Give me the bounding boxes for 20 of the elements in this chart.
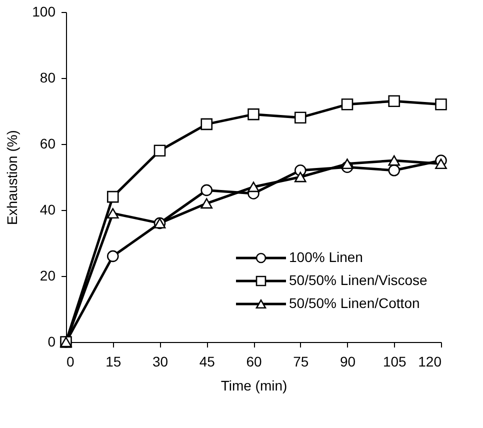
x-tick-label: 60 (246, 354, 262, 370)
y-tick-label: 20 (40, 268, 56, 284)
x-tick-label: 30 (152, 354, 168, 370)
x-tick-label: 105 (382, 354, 407, 370)
x-tick-label: 90 (340, 354, 356, 370)
x-tick-label: 15 (106, 354, 122, 370)
legend-label: 100% Linen (289, 249, 363, 265)
x-axis-title: Time (min) (220, 378, 288, 394)
y-tick-label: 80 (40, 70, 56, 86)
legend-label: 50/50% Linen/Cotton (289, 295, 420, 311)
x-tick-label: 45 (199, 354, 216, 370)
y-tick-label: 60 (40, 136, 56, 152)
y-tick-label: 40 (40, 202, 56, 218)
y-axis-title: Exhaustion (%) (4, 130, 20, 225)
x-tick-label: 75 (293, 354, 309, 370)
y-tick-label: 100 (32, 4, 56, 20)
y-tick-label: 0 (48, 334, 56, 350)
legend-label: 50/50% Linen/Viscose (289, 272, 428, 288)
x-tick-label: 0 (66, 354, 74, 370)
x-tick-label: 120 (418, 354, 442, 370)
